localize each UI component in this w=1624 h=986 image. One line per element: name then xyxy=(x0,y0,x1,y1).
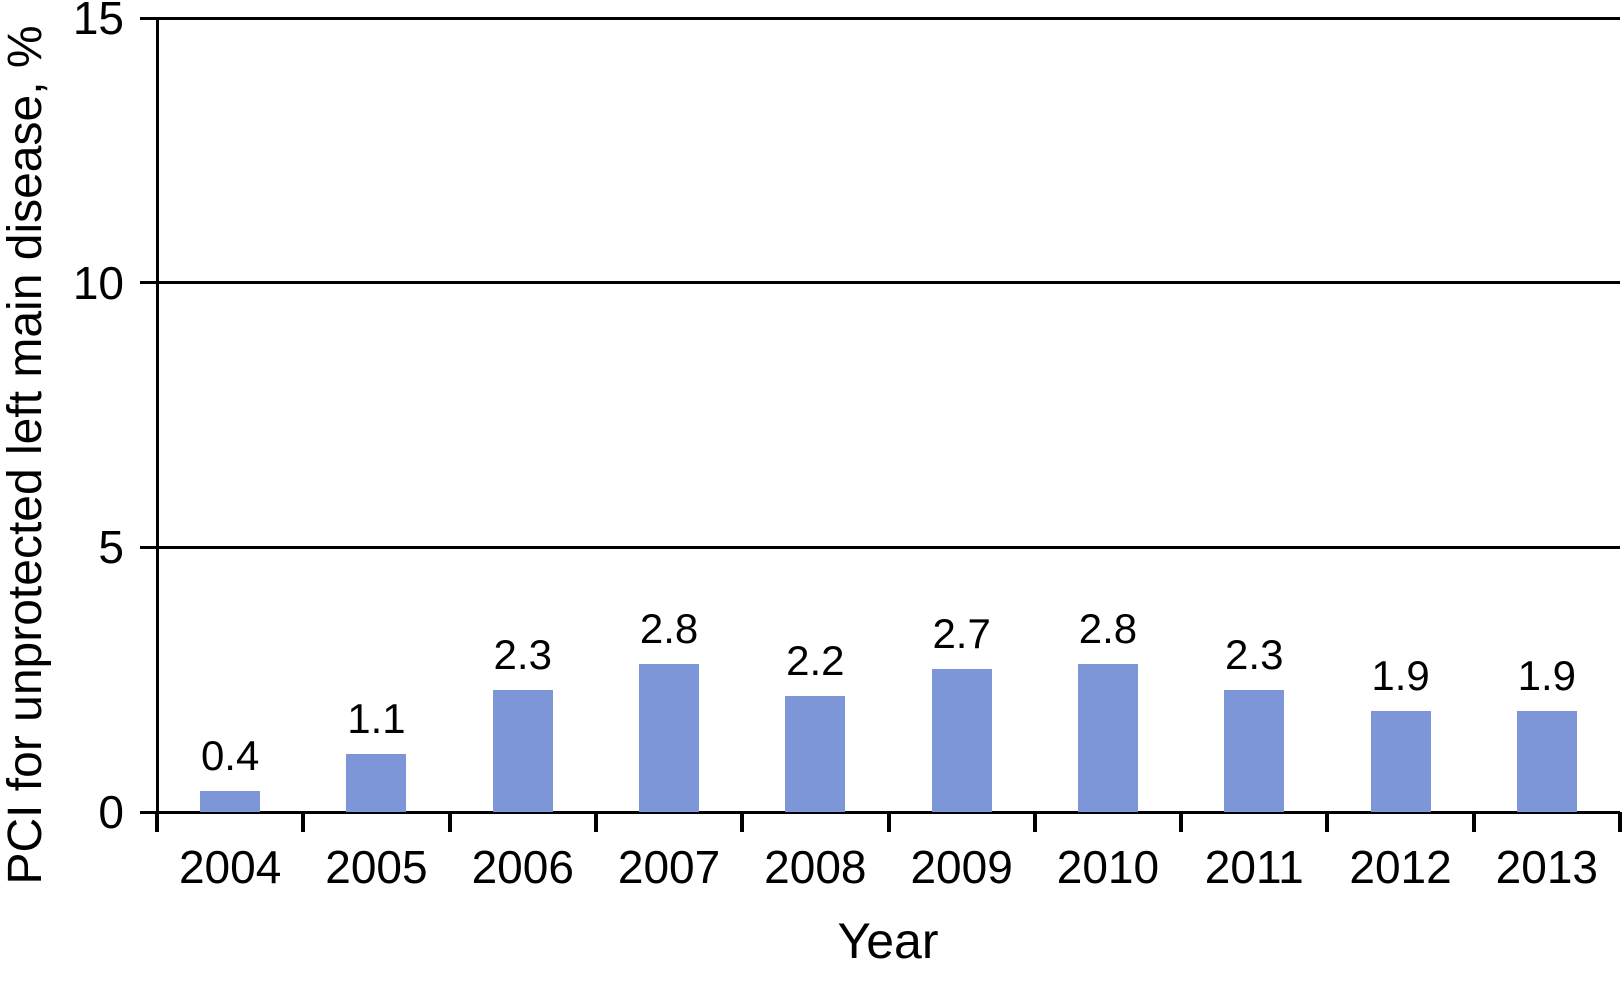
x-axis-tick xyxy=(593,812,598,832)
x-axis-tick xyxy=(1179,812,1184,832)
gridline-10 xyxy=(140,281,1620,285)
bar-value-label: 1.9 xyxy=(1371,652,1430,700)
y-tick-label: 5 xyxy=(98,521,124,574)
bar-2006 xyxy=(492,690,553,812)
x-tick-label-2013: 2013 xyxy=(1495,841,1599,893)
x-tick-label-2012: 2012 xyxy=(1349,841,1452,893)
bar-value-label: 2.3 xyxy=(493,631,552,679)
bar-2012 xyxy=(1370,711,1431,812)
x-axis-tick xyxy=(155,812,159,832)
y-axis-line xyxy=(156,18,159,832)
bar-2005 xyxy=(346,753,407,812)
bar-value-label: 2.8 xyxy=(1078,604,1138,652)
x-axis-tick xyxy=(1471,812,1476,832)
bar-value-label: 1.9 xyxy=(1517,652,1577,700)
bar-value-label: 2.2 xyxy=(786,636,845,684)
bar-2007 xyxy=(639,663,700,812)
y-axis-title: PCI for unprotected left main disease, % xyxy=(0,25,52,885)
x-axis-tick xyxy=(886,812,891,832)
x-axis-tick xyxy=(1325,812,1330,832)
gridline-0 xyxy=(140,810,1620,814)
bar-2010 xyxy=(1077,663,1138,812)
x-tick-label-2009: 2009 xyxy=(910,841,1013,893)
x-tick-label-2011: 2011 xyxy=(1204,841,1304,893)
bar-2008 xyxy=(785,695,846,812)
x-tick-label-2004: 2004 xyxy=(178,841,282,893)
y-tick-label: 0 xyxy=(98,786,124,838)
bar-2013 xyxy=(1516,711,1577,812)
x-axis-tick xyxy=(1032,812,1037,832)
gridline-15 xyxy=(140,16,1620,20)
x-axis-tick xyxy=(447,812,452,832)
bar-value-label: 2.7 xyxy=(932,610,991,658)
bar-value-label: 2.3 xyxy=(1225,631,1284,679)
x-tick-label-2005: 2005 xyxy=(325,841,428,893)
x-axis-tick xyxy=(1618,812,1622,832)
bar-2009 xyxy=(931,669,992,812)
y-tick-label: 10 xyxy=(72,256,124,309)
x-tick-label-2010: 2010 xyxy=(1056,841,1160,893)
bar-value-label: 0.4 xyxy=(200,731,260,779)
bar-value-label: 1.1 xyxy=(347,694,406,742)
x-tick-label-2008: 2008 xyxy=(764,841,867,893)
bar-value-label: 2.8 xyxy=(639,604,699,652)
gridline-5 xyxy=(140,545,1620,549)
y-tick-label: 15 xyxy=(72,0,124,44)
plot-area: 0 5 10 15 0.4 1.1 2.3 2.8 2.2 2.7 2.8 2.3 1.9 1.9 20… xyxy=(73,0,1622,890)
x-tick-label-2006: 2006 xyxy=(471,841,574,893)
x-axis-tick xyxy=(740,812,745,832)
bar-2011 xyxy=(1224,690,1285,812)
x-axis-tick xyxy=(301,812,306,832)
x-tick-label-2007: 2007 xyxy=(617,841,721,893)
x-axis-title: Year xyxy=(837,913,939,969)
bar-2004 xyxy=(200,790,261,812)
